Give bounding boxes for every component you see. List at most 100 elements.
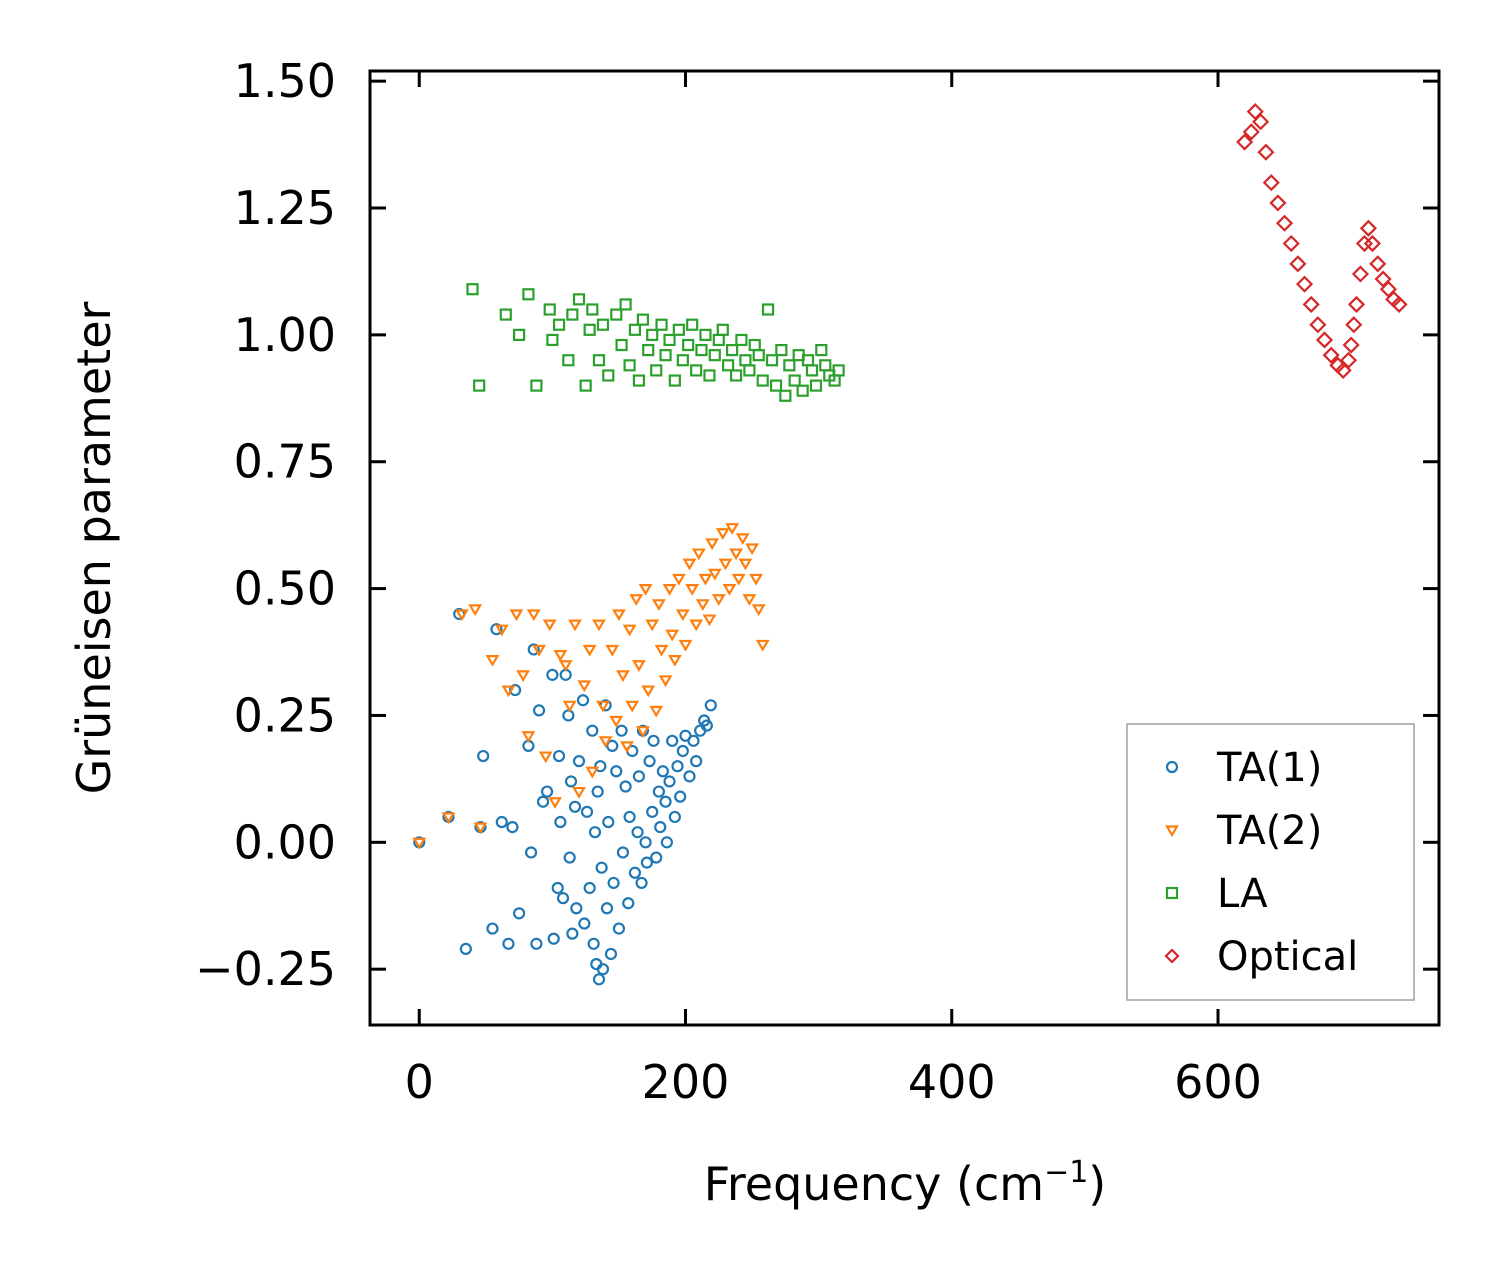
data-point [662,583,677,596]
data-point [705,538,720,551]
data-point [722,583,737,596]
data-point [547,932,560,945]
data-point [1351,265,1370,283]
data-point [659,349,672,362]
data-point [635,876,648,890]
data-point [654,644,669,657]
data-point [619,780,632,793]
data-point [612,922,626,935]
data-point [699,328,712,341]
data-point [566,308,579,321]
data-point [568,619,582,632]
data-point [1347,295,1366,313]
data-point [703,369,716,382]
data-point [695,343,708,357]
x-tick-label: 200 [642,1055,730,1109]
x-tick-label: 0 [405,1055,434,1109]
data-point [1390,295,1408,313]
x-axis-title-suffix: ) [1088,1157,1106,1211]
legend-marker [1165,886,1179,900]
x-axis-title: Frequency (cm−1) [704,1155,1107,1211]
data-point [1269,194,1287,212]
data-point [1322,346,1340,364]
data-point [616,846,630,859]
data-point [585,766,600,779]
data-point [616,670,630,683]
y-tick-label: 0.75 [234,435,336,489]
data-point [1242,123,1260,141]
data-point [615,338,628,352]
data-point [577,680,592,693]
data-point [718,558,733,571]
data-point [1262,174,1280,192]
data-point [623,359,636,372]
data-point [1302,295,1320,313]
series-ta-2 [412,523,770,850]
data-point [655,318,668,331]
data-point [1363,234,1381,253]
data-point [749,573,763,586]
data-point [658,675,673,688]
data-point [473,379,486,392]
data-point [586,724,599,737]
data-point [466,283,479,296]
data-point [509,683,522,697]
legend-label: LA [1217,871,1268,917]
data-point [668,374,681,387]
data-point [548,797,562,809]
legend-label: TA(2) [1216,808,1322,854]
data-point [1236,133,1254,151]
legend-entry-optical: Optical [1164,934,1358,980]
data-point [742,594,757,606]
data-point [729,548,744,561]
data-point [587,937,600,950]
data-point [530,937,543,950]
series-la [466,283,845,402]
data-point [619,298,632,311]
data-point [650,851,663,864]
data-point [564,775,578,788]
data-point [1339,351,1358,369]
data-point [524,846,538,859]
y-tick-label: −0.25 [195,942,336,996]
data-point [551,881,564,895]
data-point [532,644,546,657]
data-point [654,820,667,834]
data-point [610,765,623,778]
data-point [556,892,570,905]
data-point [731,573,746,586]
data-point [513,328,526,341]
data-point [516,670,531,683]
data-point [620,741,634,754]
data-point [568,800,582,813]
data-point [636,313,650,326]
data-point [610,308,623,321]
data-point [659,795,672,808]
data-point [735,533,750,546]
data-point [596,963,610,976]
data-point [755,639,770,652]
data-point [509,609,524,622]
legend-entries: TA(1) TA(2) LA Optical [1164,745,1358,980]
data-point [562,354,575,367]
data-point [646,328,659,341]
data-point [738,558,753,571]
data-point [628,866,642,879]
data-point [536,795,550,808]
data-point [412,837,427,850]
data-point [562,709,575,722]
axes-frame [368,69,1441,1027]
data-point [625,700,640,713]
plot-area [412,103,1408,986]
x-axis-title-exponent: −1 [1044,1155,1088,1190]
data-point [1315,331,1334,349]
data-point [553,649,568,662]
data-point [486,922,499,935]
y-tick-label: 1.50 [234,54,336,108]
data-point [566,927,579,940]
data-point [543,303,556,316]
data-point [502,937,515,950]
data-point [695,599,710,611]
data-point [526,609,541,622]
